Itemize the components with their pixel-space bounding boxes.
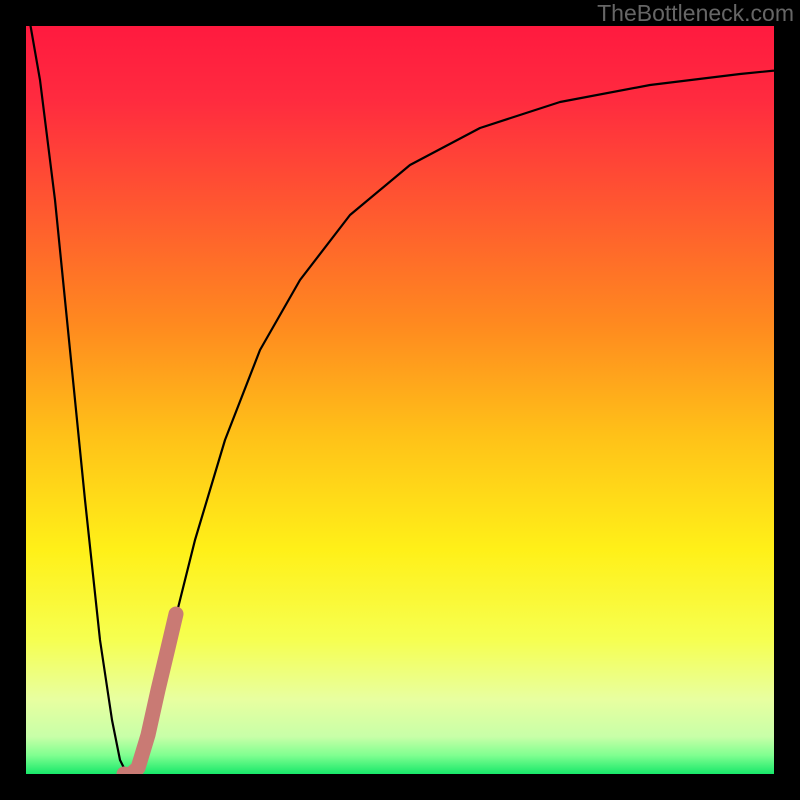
chart-canvas: TheBottleneck.com bbox=[0, 0, 800, 800]
gradient-background bbox=[26, 26, 774, 774]
bottleneck-chart bbox=[0, 0, 800, 800]
